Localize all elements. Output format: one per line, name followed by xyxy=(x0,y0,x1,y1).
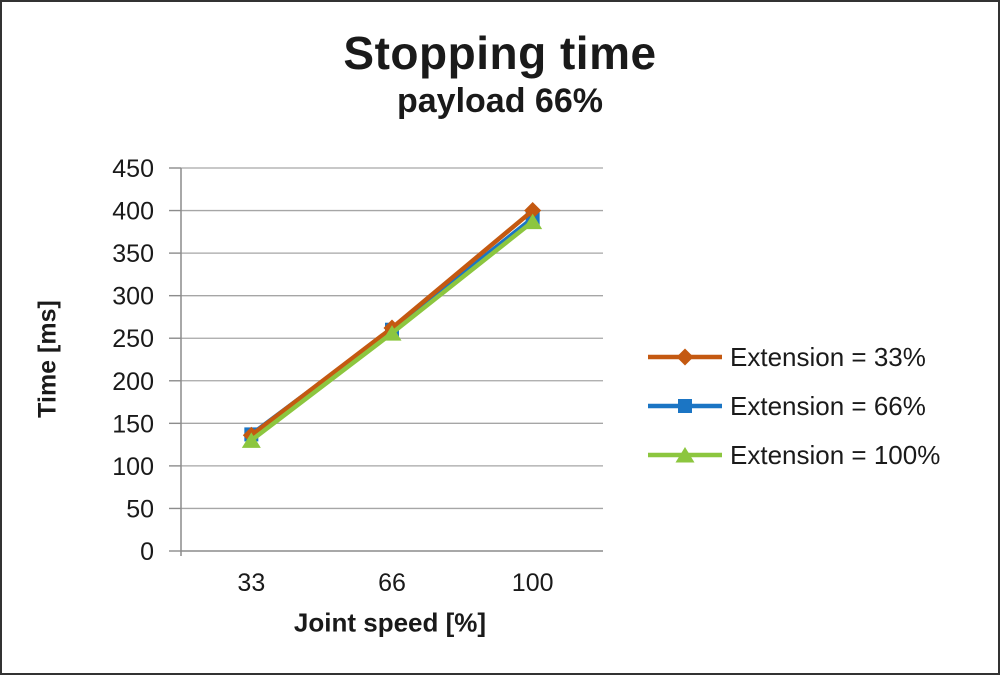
x-axis-title: Joint speed [%] xyxy=(293,607,487,638)
legend-item: Extension = 33% xyxy=(648,341,940,372)
marker-triangle xyxy=(382,325,402,341)
y-tick-label: 450 xyxy=(112,155,154,183)
y-tick-label: 300 xyxy=(112,283,154,311)
legend: Extension = 33% Extension = 66% Extension … xyxy=(648,341,941,491)
marker-square xyxy=(678,399,692,413)
legend-marker-icon xyxy=(648,399,722,413)
x-tick-label: 66 xyxy=(378,569,406,597)
legend-marker-icon xyxy=(648,348,722,366)
y-tick-label: 150 xyxy=(112,410,154,438)
y-tick-label: 50 xyxy=(126,495,154,523)
y-tick-label: 350 xyxy=(112,240,154,268)
chart-title-block: Stopping time payload 66% xyxy=(2,28,998,121)
x-tick-label: 33 xyxy=(237,569,265,597)
marker-diamond xyxy=(676,348,694,366)
legend-label: Extension = 33% xyxy=(730,341,926,372)
y-tick-label: 0 xyxy=(140,538,154,566)
y-tick-label: 100 xyxy=(112,453,154,481)
y-tick-label: 200 xyxy=(112,368,154,396)
legend-item: Extension = 100% xyxy=(648,439,941,470)
legend-item: Extension = 66% xyxy=(648,390,940,421)
marker-diamond xyxy=(524,202,542,220)
x-tick-label: 100 xyxy=(512,569,554,597)
legend-label: Extension = 66% xyxy=(730,390,926,421)
chart-subtitle: payload 66% xyxy=(397,81,603,120)
marker-triangle xyxy=(241,432,261,448)
y-tick-label: 250 xyxy=(112,325,154,353)
legend-label: Extension = 100% xyxy=(730,439,941,470)
chart-title: Stopping time xyxy=(343,27,657,79)
marker-triangle xyxy=(675,447,695,463)
legend-marker-icon xyxy=(648,447,722,463)
marker-triangle xyxy=(523,213,543,230)
y-tick-label: 400 xyxy=(112,198,154,226)
